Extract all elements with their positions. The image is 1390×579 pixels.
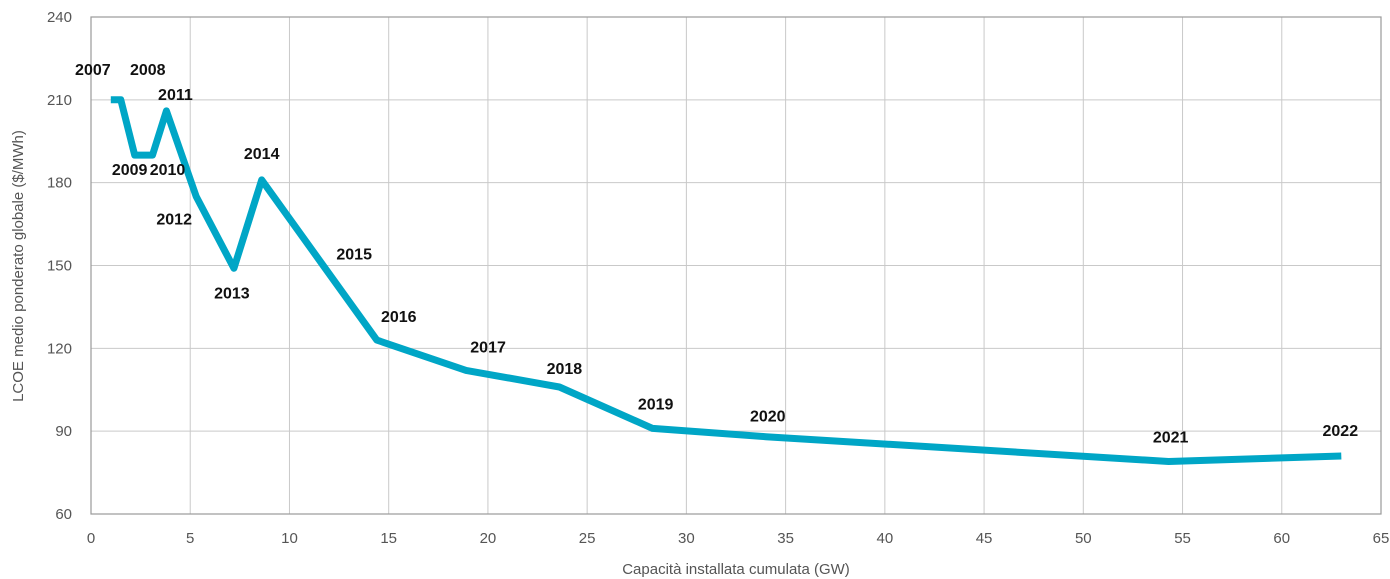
x-tick-label: 30	[678, 530, 695, 547]
x-tick-label: 35	[777, 530, 794, 547]
point-label: 2019	[638, 396, 674, 413]
x-axis-title: Capacità installata cumulata (GW)	[622, 561, 850, 578]
x-tick-label: 5	[186, 530, 194, 547]
series-group	[110, 96, 1342, 465]
point-label: 2016	[381, 309, 417, 326]
x-tick-label: 65	[1373, 530, 1390, 547]
y-tick-label: 240	[47, 9, 72, 26]
point-label: 2017	[470, 339, 506, 356]
point-label: 2015	[336, 246, 372, 263]
point-label: 2008	[130, 62, 166, 79]
x-tick-label: 0	[87, 530, 95, 547]
y-axis-title: LCOE medio ponderato globale ($/MWh)	[10, 130, 27, 402]
point-label: 2010	[150, 162, 186, 179]
x-tick-label: 20	[480, 530, 497, 547]
y-tick-label: 120	[47, 340, 72, 357]
point-label: 2007	[75, 62, 111, 79]
plot-frame	[90, 16, 1382, 515]
point-labels: 2007 2008 2009 2010 2011 2012 2013 2014 2015 2016…	[75, 62, 1358, 447]
x-tick-label: 55	[1174, 530, 1191, 547]
y-tick-label: 180	[47, 175, 72, 192]
x-tick-label: 15	[380, 530, 397, 547]
y-tick-label: 210	[47, 92, 72, 109]
x-tick-label: 50	[1075, 530, 1092, 547]
point-label: 2018	[547, 361, 583, 378]
point-label: 2013	[214, 285, 250, 302]
point-label: 2022	[1323, 423, 1359, 440]
point-label: 2011	[158, 87, 193, 104]
x-tick-label: 40	[877, 530, 894, 547]
y-tick-label: 150	[47, 258, 72, 275]
x-axis-ticks: 0 5 10 15 20 25 30 35 40 45 50 55 60 65	[87, 530, 1390, 547]
point-label: 2009	[112, 162, 148, 179]
y-axis-ticks: 60 90 120 150 180 210 240	[47, 9, 72, 523]
point-label: 2020	[750, 409, 786, 426]
y-tick-label: 90	[55, 423, 72, 440]
x-tick-label: 60	[1273, 530, 1290, 547]
point-label: 2021	[1153, 430, 1189, 447]
x-tick-label: 45	[976, 530, 993, 547]
point-label: 2014	[244, 146, 280, 163]
point-label: 2012	[156, 211, 192, 228]
y-tick-label: 60	[55, 506, 72, 523]
series-line	[110, 96, 1342, 465]
x-tick-label: 10	[281, 530, 298, 547]
x-tick-label: 25	[579, 530, 596, 547]
